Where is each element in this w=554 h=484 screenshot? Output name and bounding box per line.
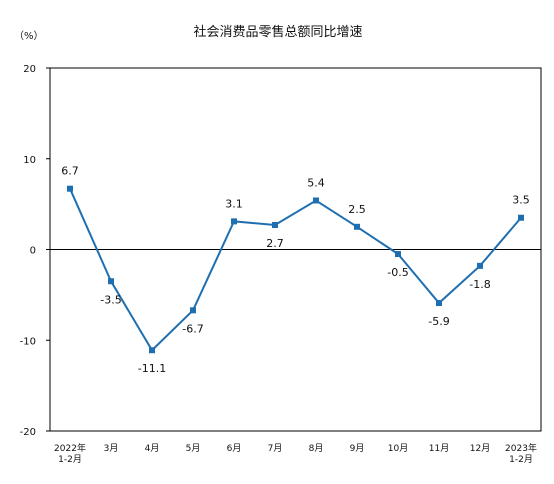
- data-point-marker: [313, 197, 319, 204]
- data-label: 5.4: [307, 176, 325, 189]
- chart-title: 社会消费品零售总额同比增速: [193, 24, 362, 40]
- data-label: 2.5: [348, 203, 366, 216]
- series-line: [69, 188, 522, 352]
- data-point-marker: [272, 221, 278, 228]
- x-tick-label: 3月: [104, 443, 119, 454]
- x-tick-label: 9月: [350, 443, 365, 454]
- x-axis-ticks: 2022年 1-2月 3月 4月 5月 6月 7月 8月 9月 10月 11月 12月 2023年 1-2…: [54, 442, 537, 465]
- data-label: 3.5: [512, 194, 530, 207]
- data-point-marker: [395, 251, 401, 258]
- data-label: 6.7: [61, 165, 79, 178]
- data-point-marker: [436, 300, 442, 307]
- data-label: -3.5: [100, 293, 121, 306]
- y-tick-label: 0: [30, 246, 36, 257]
- y-tick-label: -20: [20, 427, 36, 438]
- x-tick-label: 10月: [388, 443, 408, 454]
- data-point-marker: [477, 262, 483, 269]
- x-tick-label: 5月: [186, 443, 201, 454]
- data-label: 3.1: [225, 197, 243, 210]
- data-labels: 6.7 -3.5 -11.1 -6.7 3.1 2.7 5.4 2.5 -0.5 -5.9 -1.8…: [61, 165, 530, 376]
- x-tick-label: 7月: [268, 443, 283, 454]
- series-line-group: [69, 188, 522, 352]
- x-tick-label: 4月: [145, 443, 160, 454]
- data-point-marker: [231, 218, 237, 225]
- y-unit-label: （%）: [14, 30, 44, 42]
- y-axis-ticks: 20 10 0 -10 -20: [20, 64, 50, 438]
- y-tick-label: 10: [23, 155, 36, 166]
- x-tick-label: 11月: [429, 443, 449, 454]
- data-label: -11.1: [138, 362, 166, 375]
- plot-frame: [49, 67, 542, 432]
- data-points: [67, 185, 524, 354]
- data-point-marker: [354, 223, 360, 230]
- data-point-marker: [518, 214, 524, 221]
- x-tick-label: 12月: [470, 443, 490, 454]
- data-point-marker: [108, 278, 114, 285]
- data-point-marker: [67, 185, 73, 192]
- data-label: -6.7: [182, 322, 203, 335]
- x-tick-label: 6月: [227, 443, 242, 454]
- x-tick-label: 2023年 1-2月: [505, 442, 537, 465]
- y-tick-label: 20: [23, 64, 36, 75]
- data-label: -5.9: [428, 315, 449, 328]
- data-point-marker: [190, 307, 196, 314]
- x-tick-label: 8月: [309, 443, 324, 454]
- x-tick-label: 2022年 1-2月: [54, 442, 86, 465]
- data-label: -0.5: [387, 266, 408, 279]
- data-label: 2.7: [266, 237, 284, 250]
- data-point-marker: [149, 347, 155, 354]
- data-label: -1.8: [469, 278, 490, 291]
- y-tick-label: -10: [20, 336, 36, 347]
